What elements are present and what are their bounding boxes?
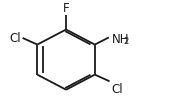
Text: F: F <box>63 2 69 15</box>
Text: NH: NH <box>111 33 129 46</box>
Text: 2: 2 <box>123 37 128 46</box>
Text: Cl: Cl <box>111 83 123 95</box>
Text: Cl: Cl <box>9 32 21 45</box>
